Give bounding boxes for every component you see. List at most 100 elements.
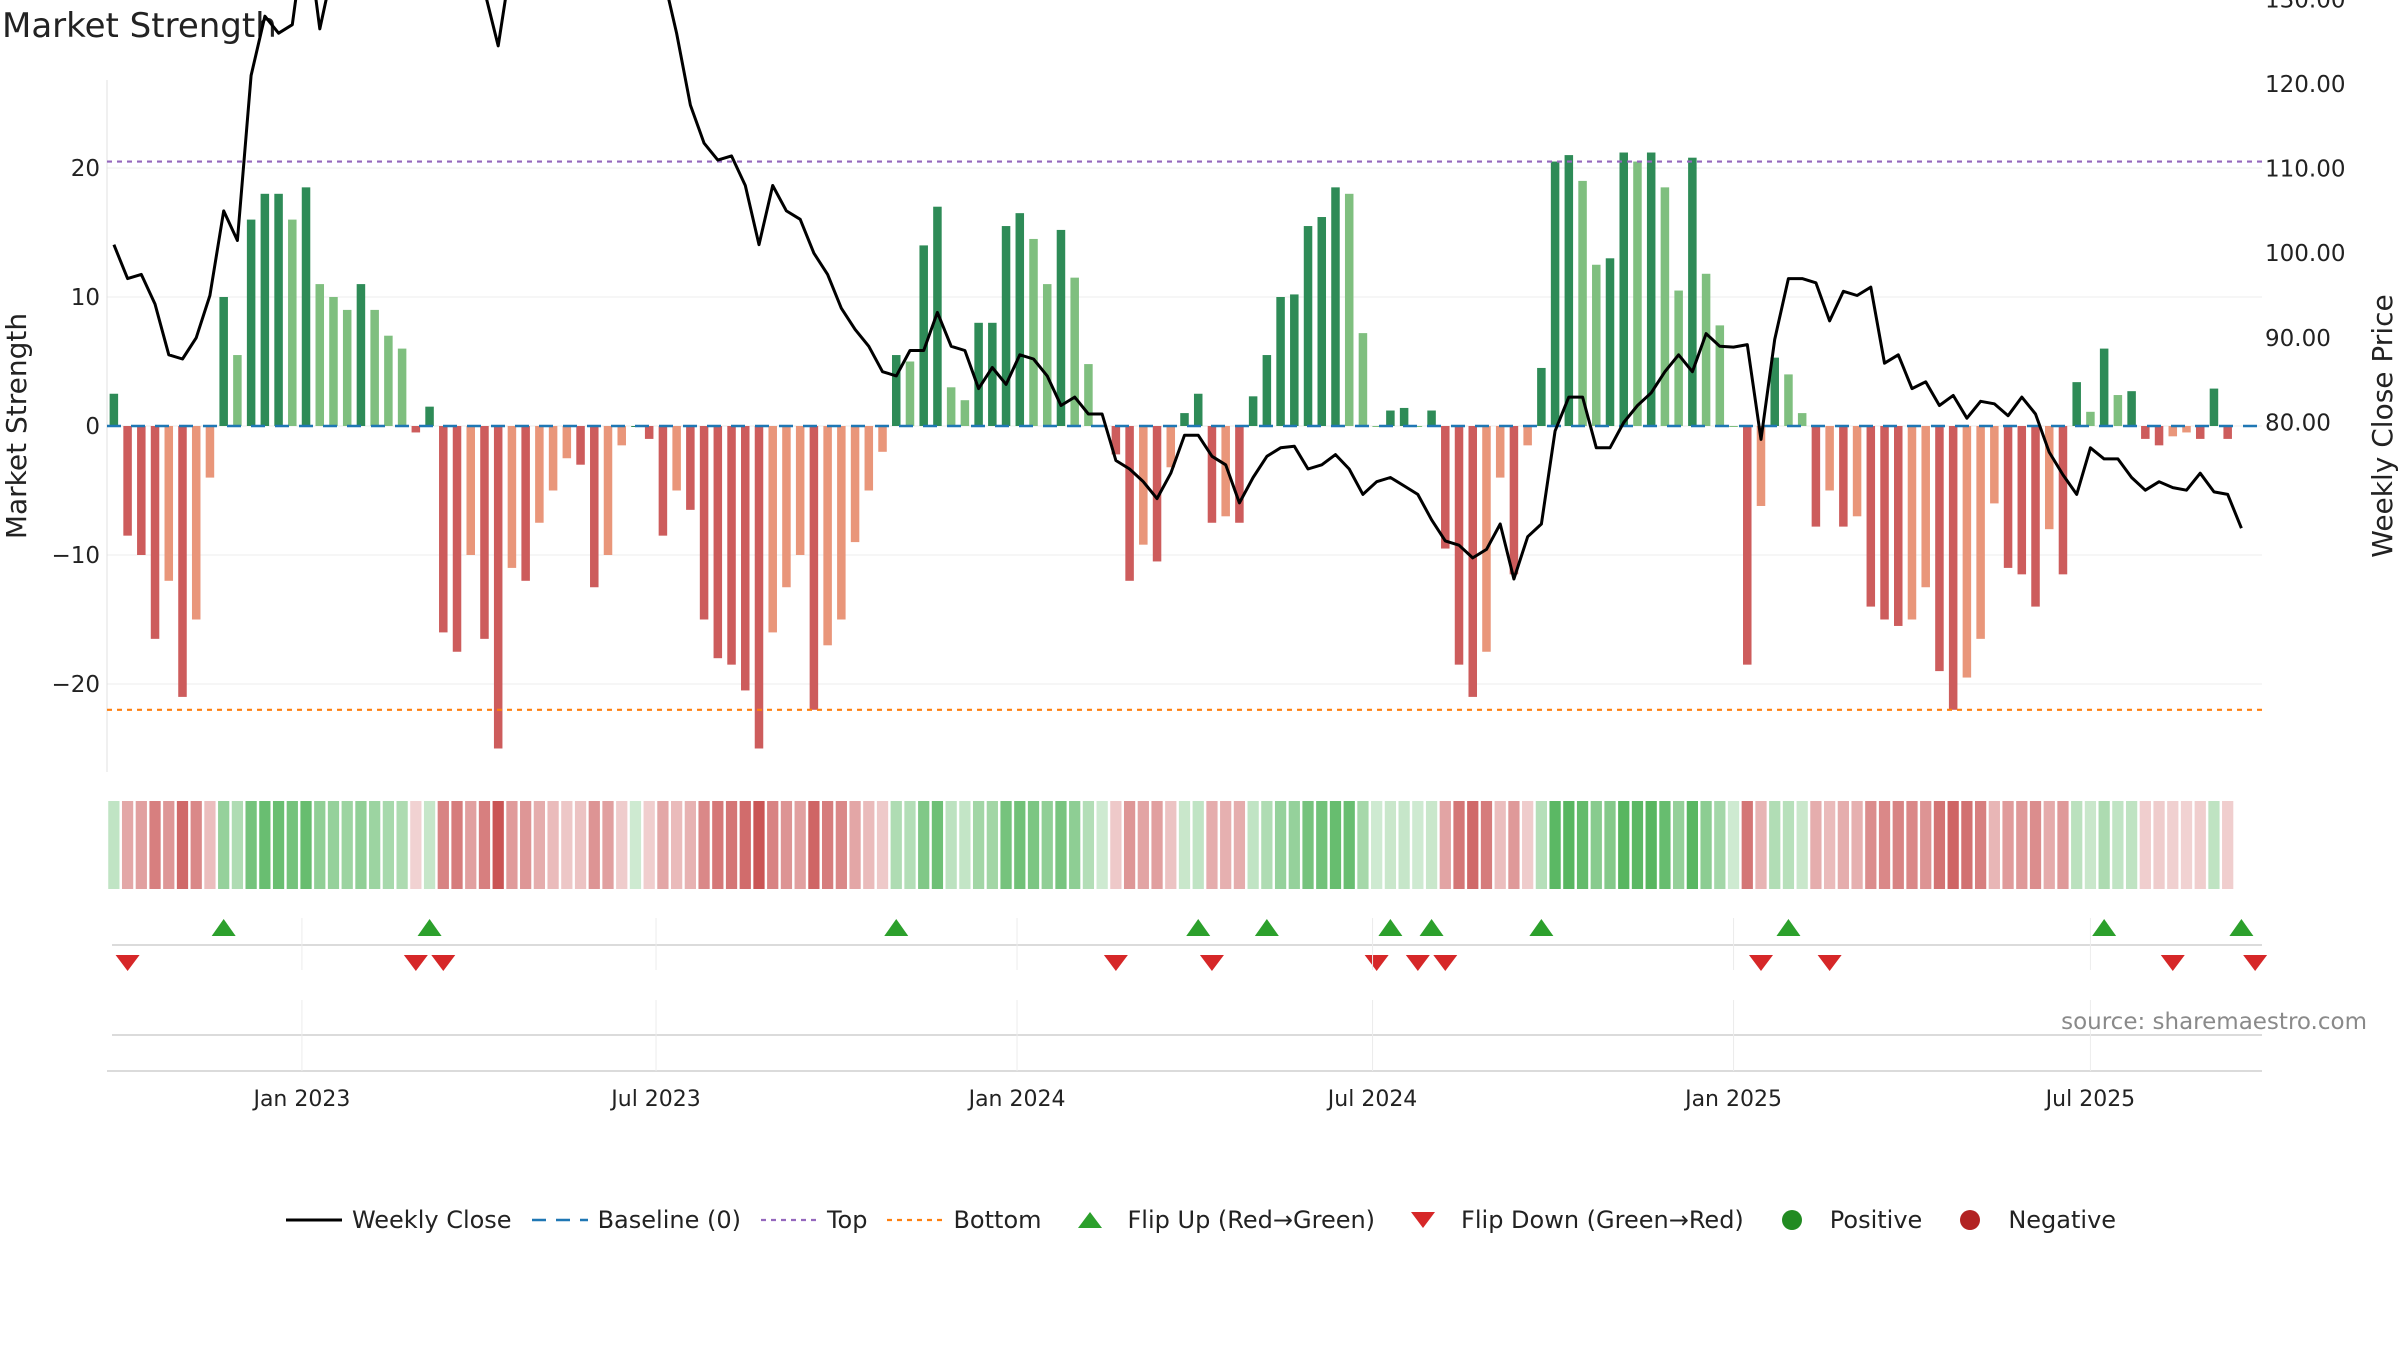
- strength-bar: [1495, 426, 1505, 478]
- heat-cell: [1384, 801, 1397, 889]
- heat-cell: [657, 801, 669, 889]
- heat-cell: [1920, 801, 1932, 889]
- heat-cell: [1714, 801, 1726, 889]
- legend-label: Positive: [1829, 1206, 1923, 1234]
- strength-bar: [809, 426, 819, 710]
- flip-markers: [115, 919, 2268, 971]
- x-tick-label: Jul 2023: [609, 1087, 701, 1112]
- legend-symbol-flip_down: [1393, 1208, 1453, 1232]
- heat-cell: [1110, 801, 1122, 889]
- heat-cell: [1220, 801, 1232, 889]
- heat-cell: [876, 801, 889, 889]
- strength-bar: [1894, 426, 1903, 626]
- heat-cell: [231, 801, 244, 889]
- heat-cell: [1302, 801, 1314, 889]
- heat-cell: [2029, 801, 2042, 889]
- legend-symbol-close: [284, 1208, 344, 1232]
- strength-bar: [1166, 426, 1176, 468]
- strength-bar: [1921, 426, 1930, 588]
- heat-cell: [1082, 801, 1095, 889]
- legend-item-top: Top: [759, 1206, 867, 1234]
- heat-cell: [218, 801, 230, 889]
- heat-cell: [259, 801, 271, 889]
- axes: −20 −10 0 10 20 80.00 90.00 100.00 110.00 120.00 1…: [0, 0, 2399, 698]
- strength-bar: [1962, 426, 1972, 678]
- strength-bar: [2113, 395, 2123, 426]
- strength-bar: [727, 426, 736, 665]
- y2-axis-label: Weekly Close Price: [2366, 294, 2399, 557]
- heat-cell: [1316, 801, 1328, 889]
- heat-cell: [1357, 801, 1369, 889]
- strength-bar: [439, 426, 448, 633]
- strength-bar: [329, 297, 338, 426]
- legend-item-flip_up: Flip Up (Red→Green): [1060, 1206, 1375, 1234]
- flip-up-marker: [1186, 919, 1211, 936]
- strength-bar: [644, 426, 654, 439]
- strength-bar: [301, 187, 311, 426]
- heat-cell: [821, 801, 834, 889]
- strength-bar: [123, 426, 132, 536]
- heat-cell: [945, 801, 957, 889]
- heat-cell: [1055, 801, 1067, 889]
- heat-cell: [1878, 801, 1891, 889]
- strength-bar: [411, 426, 421, 433]
- strength-bar: [837, 426, 846, 620]
- strength-bar: [562, 426, 572, 459]
- strength-bar: [1413, 426, 1423, 427]
- flip-down-marker: [1364, 955, 1389, 971]
- legend-label: Flip Down (Green→Red): [1461, 1206, 1744, 1234]
- legend-item-close: Weekly Close: [284, 1206, 512, 1234]
- heat-cell: [1837, 801, 1849, 889]
- heat-cell: [1686, 801, 1698, 889]
- heat-cell: [1961, 801, 1973, 889]
- strength-bar: [2031, 426, 2040, 607]
- y-axis-label: Market Strength: [0, 313, 33, 539]
- x-tick-label: Jul 2024: [1326, 1087, 1418, 1112]
- y2-tick-label: 120.00: [2265, 72, 2345, 98]
- flip-down-marker: [1748, 955, 1773, 971]
- strength-bar: [2127, 391, 2136, 426]
- heat-cell: [780, 801, 793, 889]
- strength-bar: [397, 348, 407, 426]
- flip-up-marker: [211, 919, 236, 936]
- heat-cell: [204, 801, 216, 889]
- strength-bar: [754, 426, 764, 749]
- y-tick-label: 10: [71, 285, 100, 311]
- flip-down-marker: [115, 955, 140, 971]
- heat-cell: [1439, 801, 1451, 889]
- heat-cell: [1000, 801, 1012, 889]
- flip-down-marker: [1103, 955, 1128, 971]
- heat-cell: [1261, 801, 1273, 889]
- heat-cell: [163, 801, 175, 889]
- strength-bar: [452, 426, 462, 652]
- heat-cell: [1700, 801, 1712, 889]
- strength-bar: [1221, 426, 1230, 517]
- y-tick-label: −20: [51, 672, 100, 698]
- heat-cell: [121, 801, 134, 889]
- heat-cell: [300, 801, 312, 889]
- heat-cell: [739, 801, 751, 889]
- heat-cell: [1576, 801, 1589, 889]
- heat-cell: [520, 801, 532, 889]
- weekly-close-series: [112, 0, 2243, 581]
- strength-bar: [205, 426, 215, 478]
- strength-bar: [109, 393, 119, 426]
- flip-up-marker: [417, 919, 442, 936]
- strength-bar: [864, 426, 874, 491]
- strength-bar: [1509, 426, 1519, 575]
- heat-cell: [1412, 801, 1424, 889]
- strength-bar: [905, 361, 915, 426]
- strength-bar: [2182, 426, 2191, 433]
- heat-cell: [108, 801, 120, 889]
- heat-cell: [1604, 801, 1616, 889]
- heat-cell: [1522, 801, 1534, 889]
- heat-cell: [643, 801, 655, 889]
- heat-cell: [684, 801, 696, 889]
- strength-bar: [315, 284, 325, 426]
- strength-bar: [1564, 155, 1574, 426]
- strength-bar: [1811, 426, 1821, 527]
- y2-tick-label: 110.00: [2265, 157, 2345, 183]
- legend-symbol-negative: [1940, 1208, 2000, 1232]
- heat-cell: [1178, 801, 1191, 889]
- legend-item-flip_down: Flip Down (Green→Red): [1393, 1206, 1744, 1234]
